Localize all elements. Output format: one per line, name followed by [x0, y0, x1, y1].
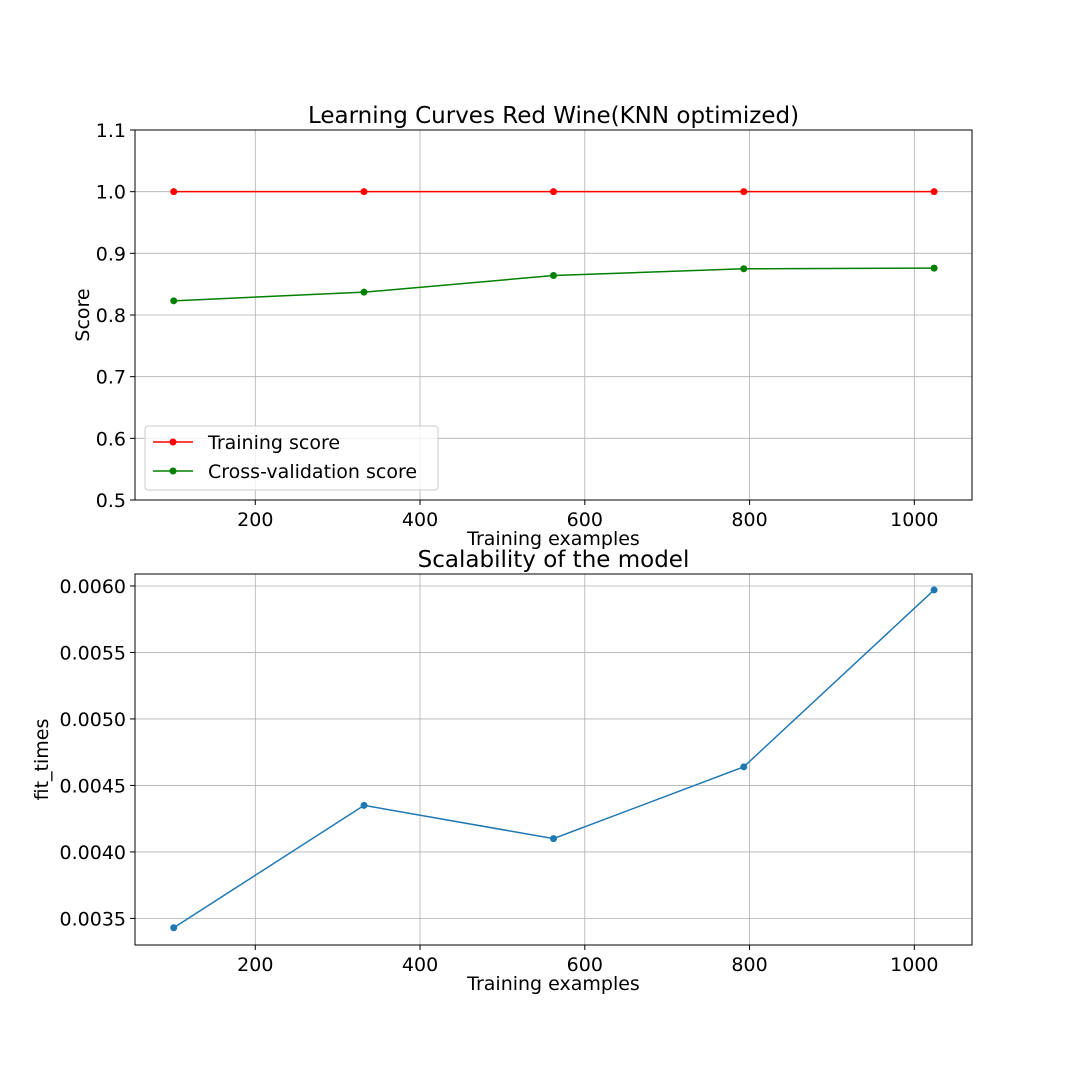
- x-tick-label: 1000: [890, 954, 938, 976]
- y-axis-label: fit_times: [31, 719, 53, 801]
- x-tick-label: 800: [731, 954, 767, 976]
- legend: Training score Cross-validation score: [144, 425, 439, 491]
- y-tick-label: 0.0045: [60, 775, 126, 797]
- x-tick-label: 200: [237, 509, 273, 531]
- data-point: [360, 188, 368, 196]
- legend-marker: [169, 467, 177, 475]
- data-point: [740, 188, 748, 196]
- legend-label: Training score: [207, 432, 340, 454]
- data-point: [740, 265, 748, 273]
- data-point: [740, 763, 748, 771]
- data-point: [550, 272, 557, 280]
- y-tick-label: 0.0060: [60, 576, 126, 598]
- y-tick-label: 0.0055: [60, 642, 126, 664]
- x-tick-label: 800: [731, 509, 767, 531]
- x-tick-label: 400: [402, 509, 438, 531]
- x-axis-label: Training examples: [466, 973, 640, 995]
- legend-marker: [169, 438, 177, 446]
- data-point: [550, 188, 557, 196]
- y-tick-label: 1.1: [96, 120, 126, 142]
- chart-1: 200 400 600 800 1000 0.5 0.6 0.7 0.8 0.9 1.0 1.1 Lea…: [72, 103, 973, 550]
- y-tick-label: 0.0040: [60, 842, 126, 864]
- x-tick-label: 600: [567, 954, 603, 976]
- x-tick-label: 400: [402, 954, 438, 976]
- x-tick-label: 200: [237, 954, 273, 976]
- chart-title: Learning Curves Red Wine(KNN optimized): [308, 103, 799, 129]
- data-point: [550, 835, 557, 843]
- data-point: [170, 188, 178, 196]
- y-tick-label: 1.0: [96, 182, 126, 204]
- legend-box: [144, 425, 439, 491]
- data-point: [360, 288, 368, 296]
- y-tick-label: 0.6: [96, 428, 126, 450]
- x-tick-label: 1000: [890, 509, 938, 531]
- plot-frame: [134, 573, 973, 946]
- y-tick-label: 0.5: [96, 490, 126, 512]
- y-tick-label: 0.0050: [60, 709, 126, 731]
- y-tick-label: 0.7: [96, 367, 126, 389]
- x-axis-label: Training examples: [466, 528, 640, 550]
- data-point: [360, 801, 368, 809]
- series-line-1: [173, 589, 935, 929]
- y-tick-label: 0.9: [96, 243, 126, 265]
- y-tick-label: 0.0035: [60, 908, 126, 930]
- data-point: [930, 188, 938, 196]
- chart-title: Scalability of the model: [418, 547, 690, 573]
- y-axis-label: Score: [72, 288, 94, 341]
- chart-2: 200 400 600 800 1000 0.0035 0.0040 0.0045 0.0050…: [31, 547, 973, 995]
- x-tick-label: 600: [567, 509, 603, 531]
- legend-label: Cross-validation score: [208, 461, 417, 483]
- data-point: [930, 264, 938, 272]
- data-point: [930, 586, 938, 594]
- data-point: [170, 924, 178, 932]
- data-point: [170, 297, 178, 305]
- y-tick-label: 0.8: [96, 305, 126, 327]
